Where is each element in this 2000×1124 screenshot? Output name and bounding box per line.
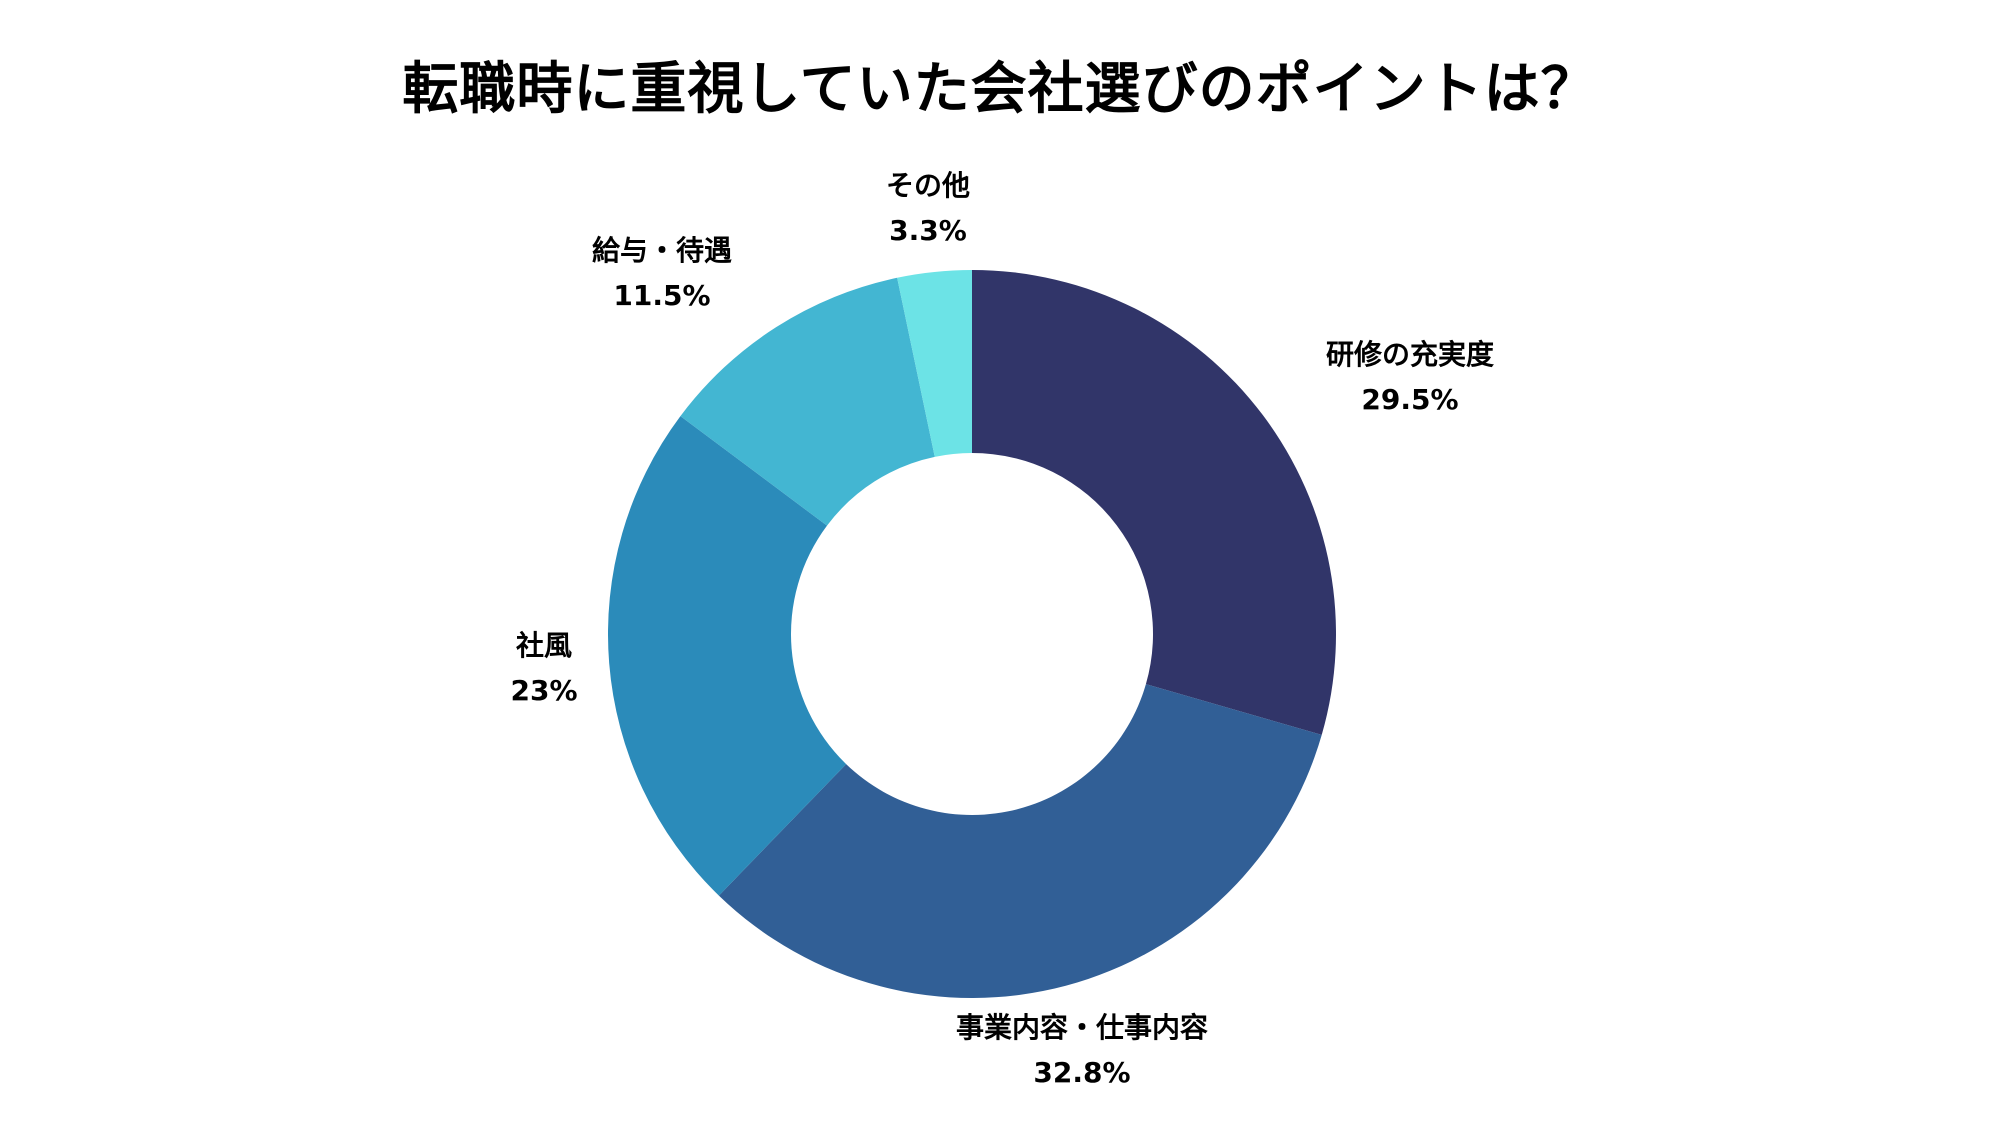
slice-label-salary: 給与・待遇 11.5% — [592, 228, 732, 318]
slice-label-text: 社風 — [515, 629, 572, 662]
slice-value-text: 29.5% — [1361, 383, 1459, 416]
slice-value-text: 32.8% — [1033, 1056, 1131, 1089]
slice-label-text: 給与・待遇 — [591, 234, 733, 267]
donut-slice-2 — [608, 416, 847, 896]
slice-label-culture: 社風 23% — [510, 623, 577, 713]
donut-slice-0 — [972, 270, 1337, 735]
donut-slice-3 — [680, 277, 935, 526]
slice-label-business: 事業内容・仕事内容 32.8% — [956, 1005, 1208, 1095]
slice-value-text: 23% — [510, 674, 578, 707]
slice-value-text: 11.5% — [613, 279, 711, 312]
slice-label-text: その他 — [885, 169, 971, 202]
slice-label-text: 研修の充実度 — [1325, 338, 1495, 371]
slice-label-text: 事業内容・仕事内容 — [955, 1011, 1209, 1044]
donut-slice-4 — [897, 270, 972, 457]
chart-title: 転職時に重視していた会社選びのポイントは？ — [402, 57, 1598, 122]
slice-value-text: 3.3% — [889, 214, 967, 247]
slice-label-training: 研修の充実度 29.5% — [1326, 332, 1494, 422]
donut-slice-1 — [718, 684, 1322, 999]
slice-label-other: その他 3.3% — [886, 163, 970, 253]
